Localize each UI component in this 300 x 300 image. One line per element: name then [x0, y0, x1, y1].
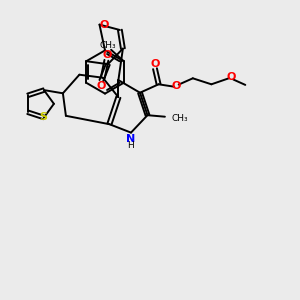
Text: S: S [39, 112, 47, 122]
Text: N: N [126, 134, 136, 144]
Text: O: O [99, 20, 108, 30]
Text: O: O [226, 72, 236, 82]
Text: H: H [128, 141, 134, 150]
Text: O: O [96, 81, 105, 91]
Text: CH₃: CH₃ [99, 40, 116, 50]
Text: CH₃: CH₃ [172, 114, 188, 123]
Text: O: O [102, 50, 112, 60]
Text: O: O [172, 81, 181, 91]
Text: O: O [150, 58, 160, 69]
